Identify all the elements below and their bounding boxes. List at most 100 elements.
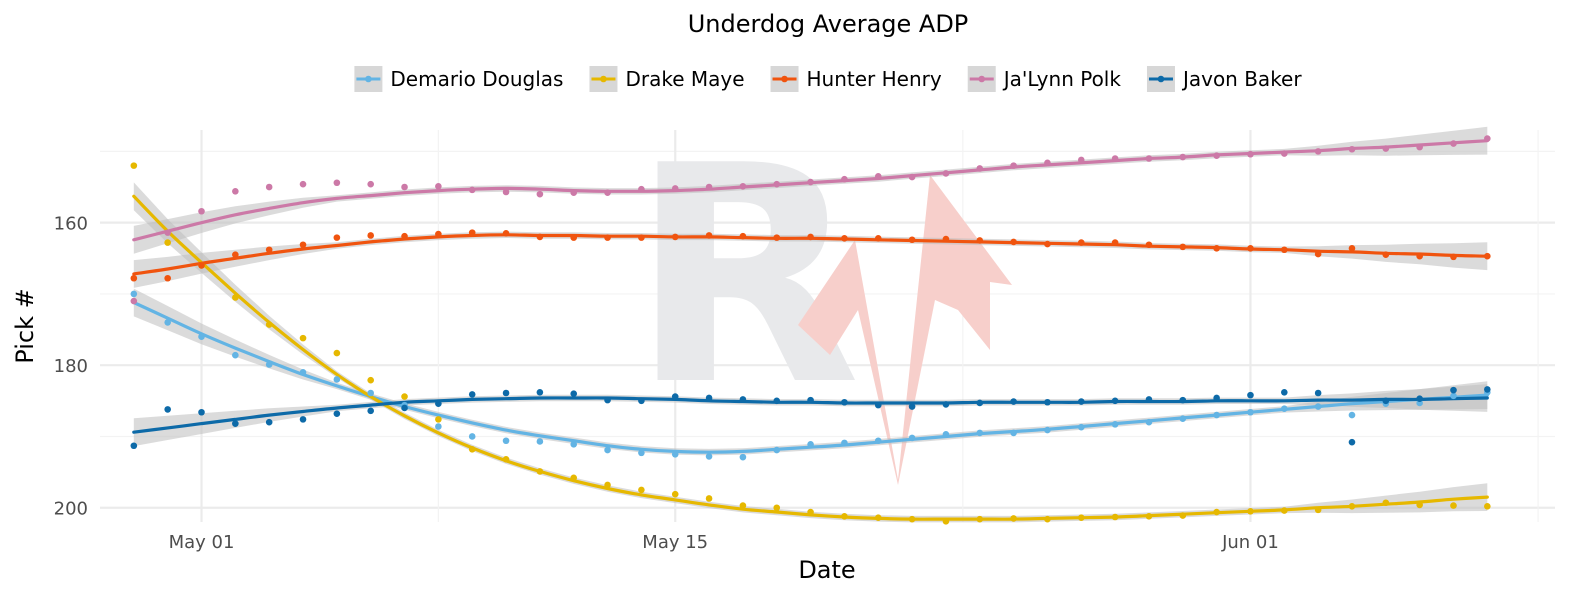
data-point <box>401 183 408 191</box>
data-point <box>638 185 645 193</box>
data-point <box>1010 429 1017 437</box>
legend-item: Hunter Henry <box>770 66 942 92</box>
data-point <box>1010 238 1017 246</box>
data-point <box>401 404 408 412</box>
data-point <box>1484 386 1491 393</box>
data-point <box>130 442 138 450</box>
data-point <box>570 474 578 482</box>
data-point <box>1314 403 1322 410</box>
data-point <box>1348 245 1356 252</box>
data-point <box>942 235 950 243</box>
data-point <box>1247 150 1254 158</box>
data-point <box>435 423 442 430</box>
legend-item: Demario Douglas <box>354 66 563 92</box>
data-point <box>1484 252 1491 260</box>
data-point <box>164 239 171 246</box>
data-point <box>976 429 984 437</box>
data-point <box>468 391 476 398</box>
gridlines <box>100 130 1555 522</box>
data-point <box>435 400 442 407</box>
data-point <box>367 232 374 239</box>
data-point <box>1382 499 1390 507</box>
data-point <box>570 234 578 241</box>
legend-key-point <box>781 75 788 83</box>
legend-item: Javon Baker <box>1146 66 1302 92</box>
data-point <box>638 397 645 405</box>
data-point <box>232 420 239 427</box>
data-point <box>1145 155 1153 162</box>
data-point <box>976 237 984 244</box>
data-point <box>164 406 171 413</box>
data-point <box>232 251 239 259</box>
data-point <box>164 274 171 282</box>
data-point <box>130 162 138 169</box>
data-point <box>1416 143 1423 151</box>
data-point <box>164 229 171 236</box>
data-point <box>671 185 679 192</box>
data-point <box>874 173 882 180</box>
data-point <box>198 408 205 416</box>
data-point <box>198 333 205 340</box>
data-point <box>942 401 950 408</box>
data-point <box>976 399 984 407</box>
data-point <box>130 297 138 305</box>
legend-label: Ja'Lynn Polk <box>1002 67 1122 91</box>
data-point <box>468 433 476 440</box>
data-point <box>1348 411 1356 419</box>
data-point <box>1348 438 1356 446</box>
data-point <box>807 178 814 186</box>
data-point <box>1010 398 1017 405</box>
data-point <box>841 439 848 447</box>
data-point <box>401 393 408 400</box>
data-point <box>773 397 781 405</box>
data-point <box>232 351 239 359</box>
data-point <box>536 190 544 198</box>
data-point <box>874 514 882 522</box>
data-point <box>1484 503 1491 510</box>
data-point <box>807 396 814 404</box>
data-point <box>1382 145 1390 152</box>
data-point <box>841 235 848 242</box>
data-point <box>1247 508 1254 515</box>
data-point <box>1111 397 1119 405</box>
data-point <box>671 450 679 458</box>
data-point <box>841 398 848 406</box>
data-point <box>1450 140 1457 147</box>
legend-key-point <box>1157 75 1165 83</box>
y-axis-ticks: 160 180 200 <box>54 214 88 520</box>
data-point <box>1247 245 1254 252</box>
data-point <box>604 446 611 454</box>
data-point <box>367 376 374 384</box>
data-point <box>1179 415 1187 422</box>
data-point <box>1213 411 1220 419</box>
data-point <box>604 189 611 197</box>
data-point <box>502 188 510 196</box>
data-point <box>401 232 408 240</box>
data-point <box>1179 512 1187 519</box>
data-point <box>908 236 916 244</box>
y-axis-title: Pick # <box>11 288 39 363</box>
data-point <box>1145 512 1153 520</box>
data-point <box>739 453 747 461</box>
data-point <box>1111 513 1119 521</box>
data-point <box>1416 252 1423 260</box>
data-point <box>1314 148 1322 155</box>
data-point <box>1416 501 1423 509</box>
data-point <box>705 495 713 502</box>
data-point <box>1077 156 1085 164</box>
watermark-arrow <box>798 175 1012 485</box>
data-point <box>1281 405 1288 412</box>
data-point <box>570 390 578 398</box>
x-tick-label: May 15 <box>642 532 708 553</box>
data-point <box>1348 503 1356 510</box>
x-axis-title: Date <box>798 556 855 584</box>
data-point <box>908 515 916 523</box>
plot-area: R <box>100 102 1555 525</box>
data-point <box>367 389 374 397</box>
data-point <box>807 508 814 516</box>
data-point <box>1450 253 1457 261</box>
data-point <box>739 502 747 509</box>
data-point <box>1247 408 1254 416</box>
data-point <box>841 512 848 520</box>
data-point <box>1010 515 1017 522</box>
